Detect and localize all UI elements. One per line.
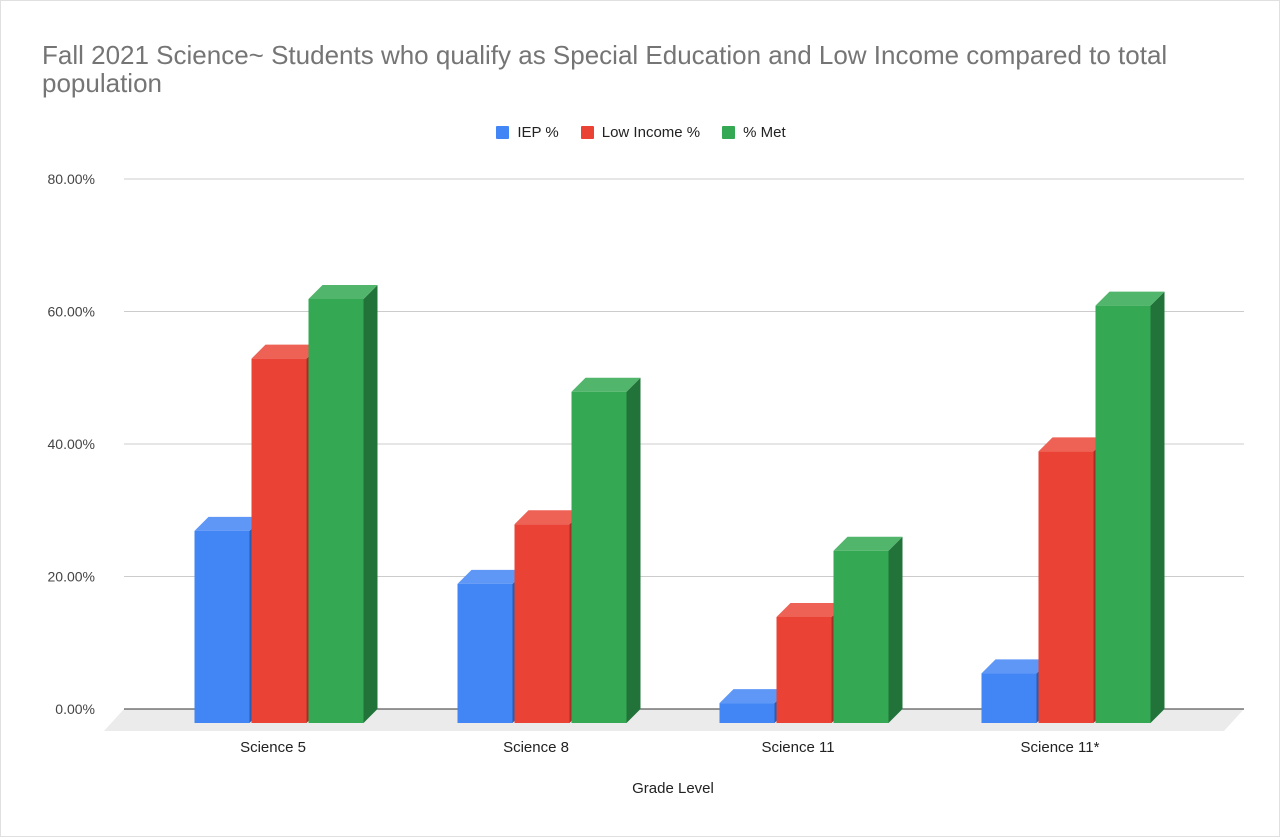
- bar-top: [514, 510, 584, 525]
- legend-label: Low Income %: [601, 124, 701, 141]
- x-tick-label: Science 11*: [1021, 739, 1100, 756]
- y-tick-label: 40.00%: [48, 436, 95, 452]
- bar: [1095, 305, 1151, 723]
- bar: [571, 391, 627, 723]
- bar-top: [981, 659, 1051, 674]
- bar-side: [888, 536, 903, 723]
- bar-side: [1150, 291, 1165, 723]
- bar-top: [1095, 291, 1165, 306]
- bar-top: [457, 569, 527, 584]
- chart-floor: [104, 709, 1244, 731]
- bar: [833, 550, 889, 723]
- bar-top: [308, 285, 378, 299]
- bar: [776, 617, 832, 723]
- bar-top: [571, 377, 641, 392]
- y-tick-label: 60.00%: [48, 304, 95, 320]
- bar-top: [194, 516, 264, 531]
- y-tick-label: 80.00%: [48, 171, 95, 187]
- bar: [251, 358, 307, 723]
- chart-title: Fall 2021 Science~ Students who qualify …: [42, 40, 1168, 98]
- x-tick-label: Science 11: [761, 739, 834, 756]
- bar-side: [363, 285, 378, 723]
- y-tick-label: 20.00%: [48, 569, 95, 585]
- bar: [457, 583, 513, 723]
- bar-top: [1038, 437, 1108, 452]
- bar: [308, 299, 364, 723]
- bar-top: [833, 536, 903, 551]
- x-tick-label: Science 5: [240, 739, 306, 756]
- y-tick-label: 0.00%: [55, 701, 95, 717]
- x-axis-title: Grade Level: [632, 780, 714, 797]
- legend-label: IEP %: [517, 124, 559, 141]
- legend-item: IEP %: [496, 124, 559, 141]
- chart-legend: IEP % Low Income % % Met: [1, 124, 1280, 141]
- legend-label: % Met: [743, 124, 786, 141]
- legend-swatch: [722, 126, 736, 139]
- x-tick-label: Science 8: [503, 739, 569, 756]
- legend-item: % Met: [722, 124, 786, 141]
- bar-top: [719, 689, 789, 704]
- bar: [981, 673, 1037, 723]
- bar-top: [776, 603, 846, 617]
- bar: [719, 703, 775, 723]
- bar-top: [251, 344, 321, 359]
- legend-swatch: [580, 126, 594, 139]
- bar: [514, 524, 570, 723]
- legend-item: Low Income %: [580, 124, 701, 141]
- bar-side: [626, 377, 641, 723]
- bar: [194, 530, 250, 723]
- legend-swatch: [496, 126, 510, 139]
- bar: [1038, 451, 1094, 723]
